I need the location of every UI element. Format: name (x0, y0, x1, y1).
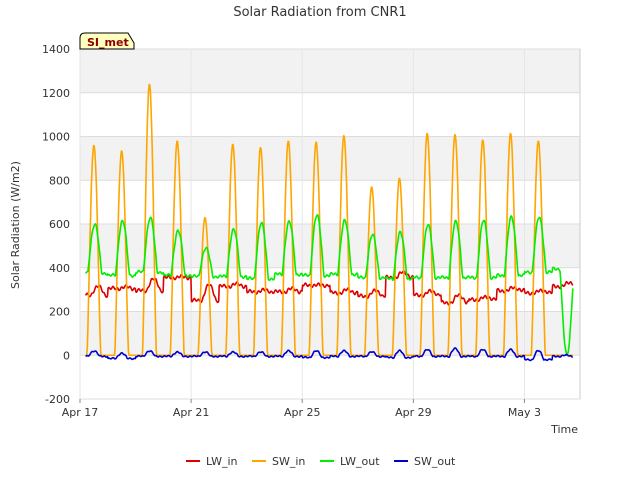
y-tick-label: 400 (49, 262, 70, 275)
x-tick-label: Apr 21 (173, 406, 210, 419)
y-tick-label: 1400 (42, 43, 70, 56)
station-badge: SI_met (79, 32, 135, 50)
series-layer (84, 83, 574, 362)
chart-title: Solar Radiation from CNR1 (233, 5, 406, 20)
legend-label-sw-in: SW_in (272, 455, 305, 468)
x-tick-label: Apr 17 (62, 406, 99, 419)
y-tick-label: 200 (49, 306, 70, 319)
series-line-sw-in (85, 83, 573, 357)
badge-shape (79, 32, 135, 50)
plot-band (80, 311, 580, 356)
y-tick-label: 1000 (42, 131, 70, 144)
series-line-sw-out (85, 347, 574, 362)
series-line-lw-out (84, 214, 574, 355)
y-axis-title: Solar Radiation (W/m2) (9, 161, 22, 289)
plot-band (80, 136, 580, 181)
legend-label-sw-out: SW_out (414, 455, 456, 468)
y-tick-label: 0 (63, 349, 70, 362)
x-axis-title: Time (550, 423, 578, 436)
x-axis-ticks: Apr 17 Apr 21 Apr 25 Apr 29 May 3 (62, 399, 541, 419)
x-tick-label: May 3 (508, 406, 541, 419)
y-tick-label: 800 (49, 174, 70, 187)
plot-band (80, 49, 580, 93)
y-tick-label: 600 (49, 218, 70, 231)
legend: LW_in SW_in LW_out SW_out (186, 455, 456, 468)
plot-band (80, 224, 580, 268)
x-tick-label: Apr 25 (284, 406, 321, 419)
badge-label: SI_met (87, 36, 129, 49)
y-tick-label: -200 (45, 393, 70, 406)
legend-label-lw-out: LW_out (340, 455, 380, 468)
x-tick-label: Apr 29 (395, 406, 432, 419)
y-tick-label: 1200 (42, 87, 70, 100)
series-line-lw-in (84, 269, 574, 306)
y-axis-ticks: -200 0 200 400 600 800 1000 1200 1400 (42, 43, 70, 406)
legend-label-lw-in: LW_in (206, 455, 238, 468)
